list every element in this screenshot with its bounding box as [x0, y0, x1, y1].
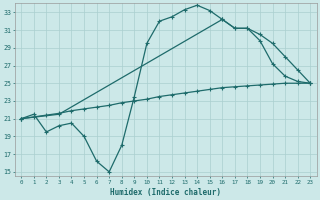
- X-axis label: Humidex (Indice chaleur): Humidex (Indice chaleur): [110, 188, 221, 197]
